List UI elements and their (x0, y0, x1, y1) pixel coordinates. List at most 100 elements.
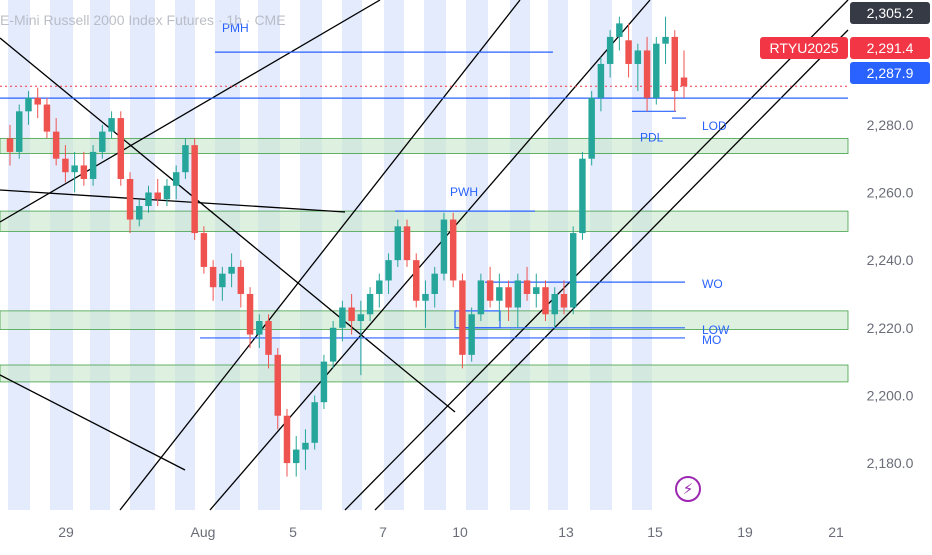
y-tick-label: 2,180.0 (867, 455, 914, 471)
candle (385, 253, 392, 294)
price-tag-label: 2,305.2 (867, 5, 914, 21)
candle-body (274, 354, 281, 416)
candle-body (477, 280, 485, 315)
candle (246, 287, 254, 349)
trend-line (119, 0, 521, 511)
candle-body (172, 172, 180, 186)
trend-line (209, 0, 651, 511)
price-tag-bg (850, 37, 930, 59)
y-tick-label: 2,240.0 (867, 252, 914, 268)
candle (136, 199, 143, 227)
candle-body (136, 206, 143, 220)
candle (219, 266, 226, 301)
price-tags: 2,305.2 2,291.4 2,287.9 RTYU2025 (760, 2, 930, 84)
y-tick-label: 2,280.0 (867, 117, 914, 133)
session-band (384, 0, 404, 510)
candle-body (62, 158, 69, 173)
price-tag-dark: 2,305.2 (850, 2, 930, 24)
candle-body (228, 266, 235, 274)
zone (0, 137, 849, 155)
candle (662, 16, 669, 64)
symbol-tag-bg (760, 37, 848, 59)
candle (625, 23, 632, 78)
candle-body (200, 233, 208, 267)
candle-body (413, 260, 420, 301)
level-lines[interactable] (0, 51, 848, 339)
candle (376, 273, 383, 308)
candle-body (34, 97, 41, 105)
trend-line (0, 374, 186, 471)
candle-body (643, 50, 651, 98)
candle-body (209, 266, 217, 288)
session-background-bands (8, 0, 652, 510)
candle-body (431, 273, 438, 294)
candle-body (385, 260, 392, 281)
candle (52, 118, 60, 166)
y-tick-label: 2,200.0 (867, 387, 914, 403)
zone (0, 364, 849, 383)
candle-body (579, 158, 586, 234)
candlestick-series (6, 16, 688, 477)
candle (653, 36, 660, 105)
time-axis[interactable]: 29 Aug 5 7 10 13 15 19 21 (58, 524, 844, 540)
candle-body (16, 111, 23, 152)
candle (6, 124, 14, 166)
trend-lines[interactable] (0, 0, 849, 511)
candle (62, 145, 69, 183)
candle-body (569, 233, 577, 308)
candle-body (108, 118, 115, 132)
candle-body (422, 293, 429, 301)
candle (126, 172, 134, 234)
candle-body (625, 40, 632, 64)
candle-body (283, 415, 291, 464)
x-tick-label: 5 (289, 524, 297, 540)
trend-line (0, 189, 346, 213)
candle (302, 429, 309, 470)
candle-body (560, 293, 568, 308)
candle-body (99, 131, 106, 152)
session-band (466, 0, 488, 510)
candle-body (265, 321, 272, 355)
candle-body (542, 287, 549, 315)
session-band (130, 0, 155, 510)
candle-body (339, 307, 346, 328)
candle (643, 36, 651, 112)
session-band (342, 0, 362, 510)
candle-body (616, 23, 623, 37)
candle-body (182, 145, 189, 173)
session-band (424, 0, 446, 510)
session-band (548, 0, 568, 510)
candle (579, 151, 586, 240)
candle-body (376, 280, 383, 294)
candle (228, 253, 235, 288)
candle (163, 178, 171, 207)
session-band (632, 0, 652, 510)
candle-body (126, 178, 134, 220)
price-axis[interactable]: 2,280.0 2,260.0 2,240.0 2,220.0 2,200.0 2,180… (867, 117, 914, 471)
candle (560, 280, 568, 315)
lightning-bolt-icon[interactable]: ⚡ (675, 476, 701, 502)
supply-demand-zones (0, 137, 849, 383)
session-band (50, 0, 73, 510)
candle (191, 138, 198, 240)
candle (265, 314, 272, 369)
candle (496, 273, 503, 322)
candle-body (6, 138, 14, 152)
candle (108, 111, 115, 139)
candle (154, 178, 161, 207)
candle (569, 226, 577, 315)
trend-line (344, 0, 849, 511)
candle (634, 43, 642, 92)
candle-body (163, 185, 171, 200)
candle-body (634, 50, 642, 64)
price-tag-label: 2,291.4 (867, 40, 914, 56)
x-tick-label: 15 (647, 524, 663, 540)
candle (329, 321, 337, 369)
candle-body (440, 219, 448, 274)
candle (486, 266, 494, 308)
candle (89, 145, 97, 186)
candle (34, 87, 41, 119)
